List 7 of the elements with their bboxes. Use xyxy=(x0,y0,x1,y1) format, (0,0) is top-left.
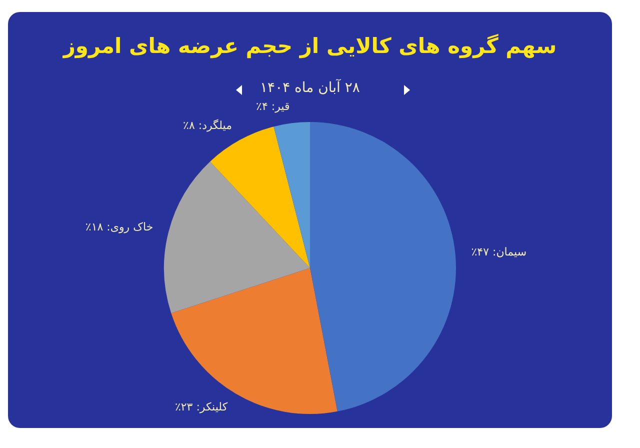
chart-title: سهم گروه های کالایی از حجم عرضه های امروز xyxy=(62,34,558,58)
slice-label: میلگرد: ۸٪ xyxy=(183,118,232,132)
slice-label: خاک روی: ۱۸٪ xyxy=(85,220,154,234)
slice-label: سیمان: ۴۷٪ xyxy=(471,246,527,259)
slice-label: کلینکر: ۲۳٪ xyxy=(174,400,228,414)
chart-subtitle: ۲۸ آبان ماه ۱۴۰۴ xyxy=(259,80,361,96)
slice-label: قیر: ۴٪ xyxy=(256,100,290,114)
